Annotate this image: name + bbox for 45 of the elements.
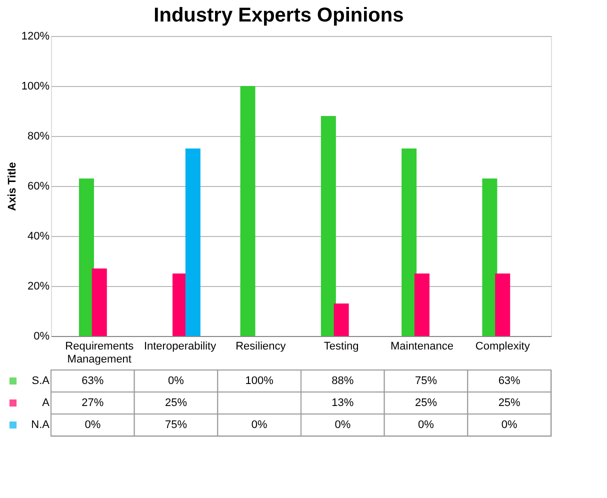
data-label: 75%	[414, 375, 438, 387]
data-label: 0%	[501, 419, 518, 431]
data-label: 0%	[84, 419, 101, 431]
x-tick-label: Interoperability	[144, 340, 217, 352]
data-label: 27%	[82, 397, 104, 409]
data-label: 88%	[332, 375, 354, 387]
y-tick-label: 120%	[21, 30, 50, 42]
y-tick-label: 20%	[27, 280, 50, 292]
x-tick-label: Testing	[324, 340, 359, 352]
bar	[414, 274, 430, 336]
bar	[92, 268, 107, 336]
legend-label: S.A	[32, 375, 50, 387]
data-label: 0%	[168, 375, 184, 387]
bar	[185, 148, 200, 336]
data-label: 13%	[332, 397, 354, 409]
bar	[495, 274, 510, 336]
x-tick-label: Complexity	[475, 340, 530, 352]
legend-label: A	[42, 397, 50, 409]
data-label: 0%	[251, 419, 268, 431]
y-tick-label: 100%	[21, 80, 50, 92]
data-label: 25%	[164, 397, 188, 409]
bar	[78, 178, 94, 336]
bar	[482, 178, 498, 336]
data-label: 63%	[498, 375, 521, 387]
data-label: 63%	[82, 375, 104, 387]
y-tick-label: 40%	[27, 230, 50, 242]
bar	[402, 148, 417, 336]
data-label: 75%	[164, 419, 188, 431]
data-label: 25%	[414, 397, 438, 409]
data-label: 25%	[498, 397, 521, 409]
chart-title: Industry Experts Opinions	[154, 4, 404, 26]
x-tick-label: Requirements Management	[65, 340, 134, 366]
y-axis-title: Axis Title	[6, 162, 18, 211]
x-tick-label: Resiliency	[236, 340, 286, 352]
y-tick-label: 60%	[27, 180, 50, 192]
data-label: 100%	[245, 375, 274, 387]
legend-label: N.A	[31, 419, 50, 431]
y-tick-label: 0%	[34, 330, 50, 342]
bar	[240, 86, 256, 336]
bar	[334, 304, 349, 336]
bar	[320, 116, 336, 336]
x-tick-label: Maintenance	[390, 340, 454, 352]
y-tick-label: 80%	[27, 130, 50, 142]
data-label: 0%	[334, 419, 351, 431]
data-label: 0%	[418, 419, 434, 431]
